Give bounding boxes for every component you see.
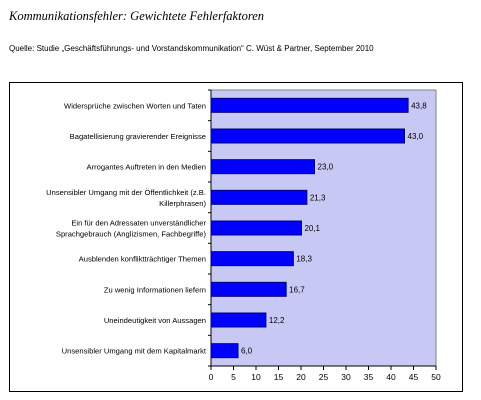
chart-title: Kommunikationsfehler: Gewichtete Fehlerf…	[9, 9, 265, 23]
data-label: 43,0	[408, 132, 424, 141]
bar	[210, 312, 267, 328]
bar	[210, 189, 308, 205]
category-label: Bagatellisierung gravierender Ereignisse	[70, 132, 206, 141]
source-note: Quelle: Studie „Geschäftsführungs- und V…	[9, 44, 374, 53]
data-label: 23,0	[318, 163, 334, 172]
x-tick-label: 25	[319, 372, 329, 382]
bar	[210, 97, 409, 113]
category-label: Ein für den Adressaten unverständlicher	[71, 219, 206, 228]
data-label: 18,3	[296, 255, 312, 264]
category-label: Zu wenig Informationen liefern	[104, 285, 206, 294]
data-label: 43,8	[411, 101, 427, 110]
x-tick-label: 40	[386, 372, 396, 382]
data-label: 6,0	[241, 347, 253, 356]
bar	[210, 159, 315, 175]
data-label: 20,1	[304, 224, 320, 233]
data-label: 12,2	[269, 316, 285, 325]
x-tick-label: 15	[274, 372, 284, 382]
x-tick-label: 20	[296, 372, 306, 382]
category-label: Ausblenden konfliktträchtiger Themen	[79, 255, 206, 264]
category-label: Sprachgebrauch (Anglizismen, Fachbegriff…	[56, 230, 207, 239]
category-label: Widersprüche zwischen Worten und Taten	[64, 101, 206, 110]
data-label: 21,3	[310, 193, 326, 202]
bar	[210, 251, 294, 267]
category-label: Arrogantes Auftreten in den Medien	[87, 163, 206, 172]
x-tick-label: 50	[431, 372, 441, 382]
x-tick-label: 0	[209, 372, 214, 382]
category-label: Uneindeutigkeit von Aussagen	[104, 316, 206, 325]
data-label: 16,7	[289, 285, 305, 294]
x-tick-label: 35	[364, 372, 374, 382]
bar	[210, 128, 405, 144]
bar	[210, 220, 302, 236]
category-label: Unsensibler Umgang mit der Öffentlichkei…	[46, 188, 206, 197]
category-label: Unsensibler Umgang mit dem Kapitalmarkt	[62, 347, 207, 356]
bar	[210, 343, 239, 359]
x-tick-label: 10	[251, 372, 261, 382]
x-tick-label: 5	[231, 372, 236, 382]
x-tick-label: 45	[409, 372, 419, 382]
x-tick-label: 30	[341, 372, 351, 382]
bar	[210, 281, 287, 297]
category-label: Killerphrasen)	[159, 199, 206, 208]
